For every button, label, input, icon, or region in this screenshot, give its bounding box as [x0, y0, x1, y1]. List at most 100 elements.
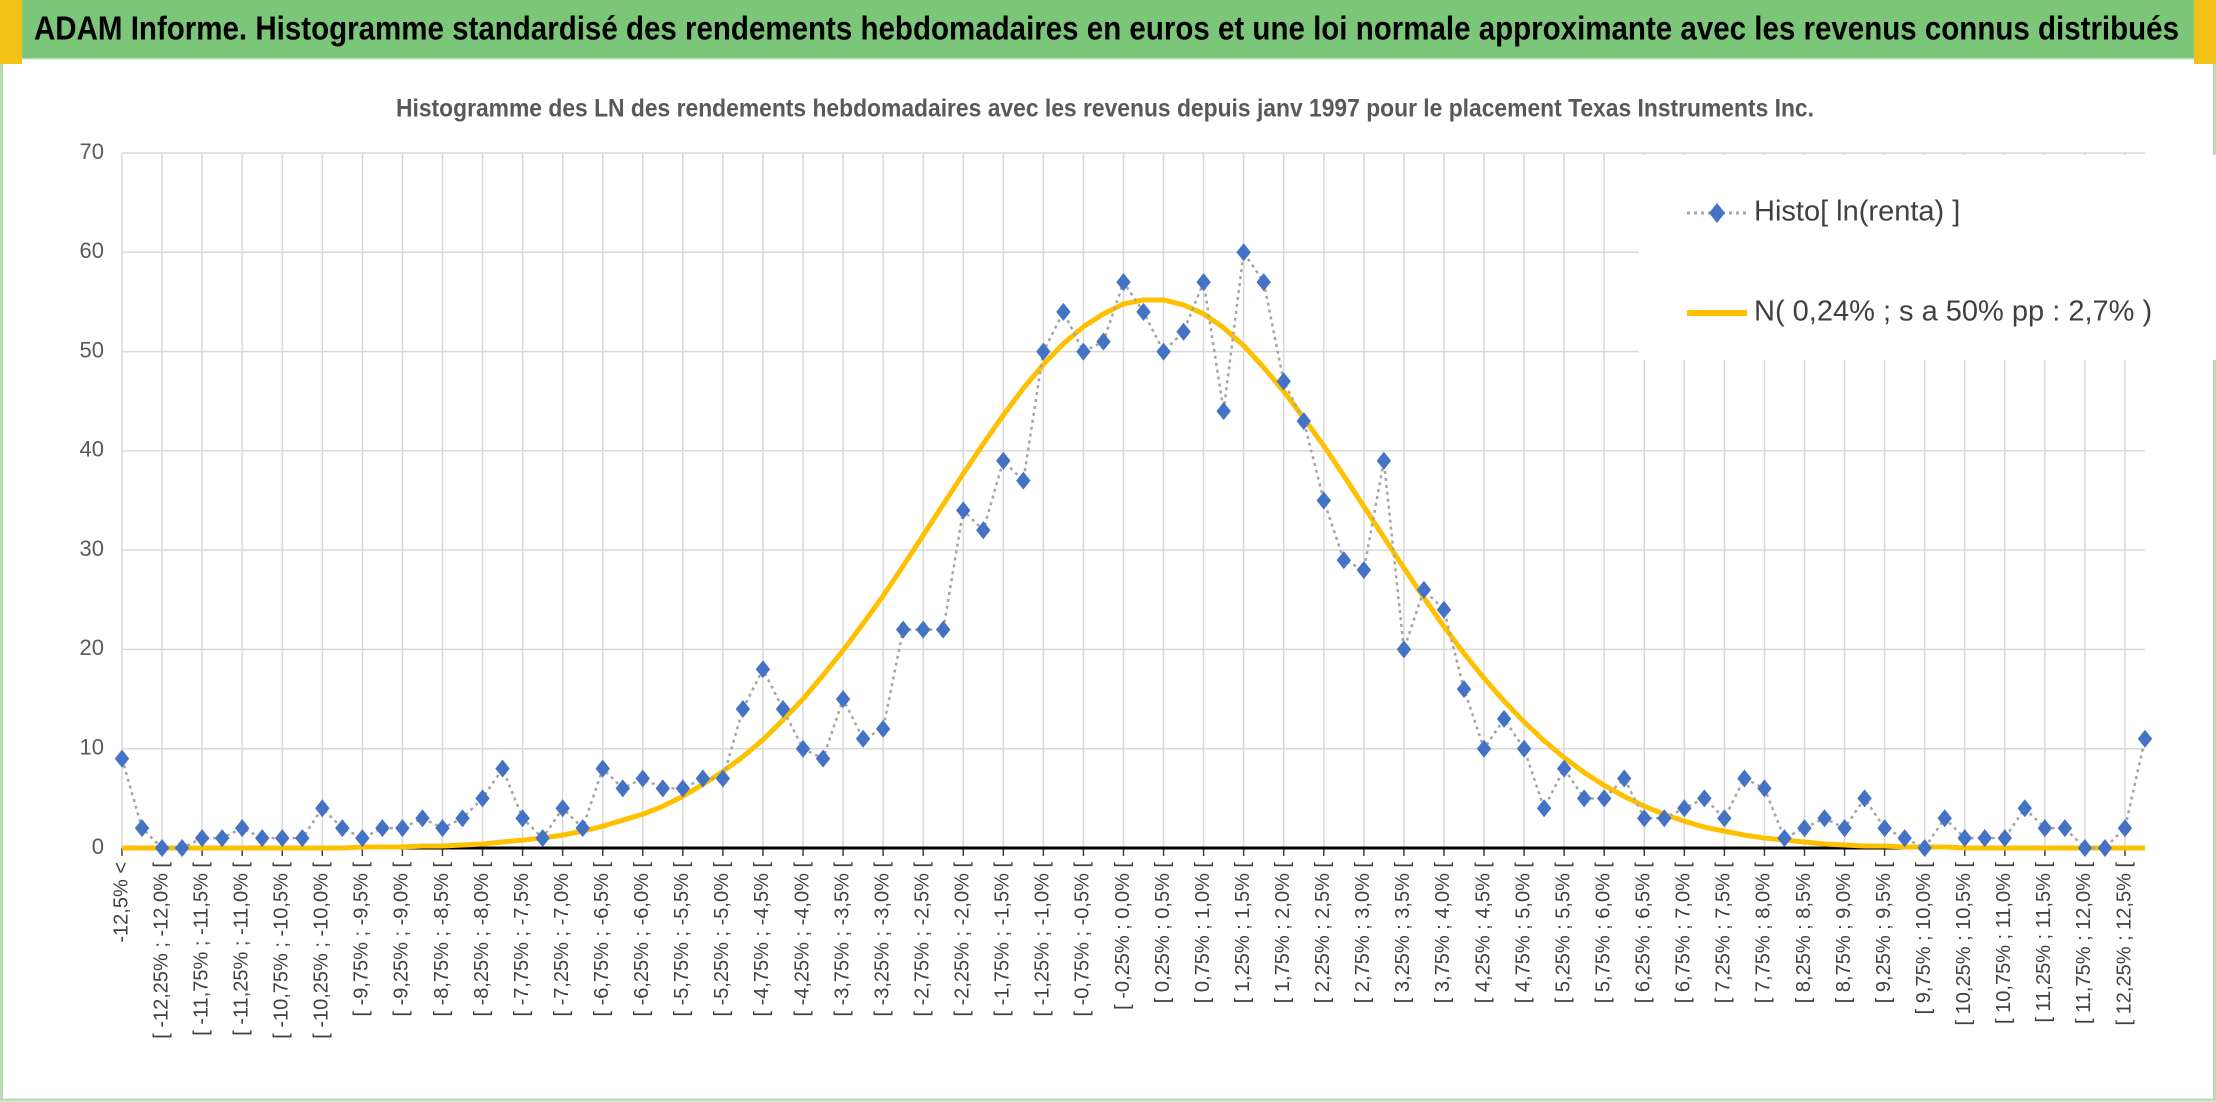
x-tick-label: [ 1,25% ; 1,5% [ [1232, 862, 1254, 1004]
data-point [815, 749, 831, 768]
data-point [1036, 342, 1051, 361]
data-point [1897, 829, 1912, 848]
data-point [1797, 819, 1812, 838]
y-tick-label: 10 [80, 735, 104, 760]
data-point [1977, 829, 1992, 848]
data-point [1276, 372, 1291, 391]
y-tick-label: 70 [80, 139, 104, 164]
x-tick-label: [ 9,75% ; 10,0% [ [1913, 862, 1935, 1015]
x-tick-label: [ 7,75% ; 8,0% [ [1753, 862, 1775, 1004]
data-point [2097, 839, 2113, 857]
x-tick-label: [ -7,75% ; -7,5% [ [511, 862, 533, 1017]
x-tick-label: [ -2,75% ; -2,5% [ [911, 862, 933, 1017]
legend-marker [1709, 203, 1725, 223]
data-point [2077, 839, 2093, 857]
data-point [1096, 332, 1111, 351]
data-point [775, 700, 791, 718]
x-tick-label: [ 12,25% ; 12,5% [ [2113, 862, 2135, 1026]
corner-right [2194, 0, 2216, 64]
data-point [214, 829, 230, 848]
data-point [655, 779, 671, 798]
data-point [295, 829, 310, 848]
x-tick-label: [ 8,25% ; 8,5% [ [1793, 862, 1815, 1004]
data-point [795, 739, 811, 758]
data-point [435, 819, 450, 838]
data-point [635, 769, 650, 788]
legend-box [1639, 155, 2216, 360]
data-point [1336, 551, 1352, 570]
x-tick-label: [ -7,25% ; -7,0% [ [551, 862, 573, 1017]
series-line [122, 297, 2145, 851]
x-tick-label: [ -3,25% ; -3,0% [ [871, 862, 893, 1017]
x-tick-label: [ -0,75% ; -0,5% [ [1072, 862, 1094, 1017]
data-point [114, 749, 130, 768]
data-point [1757, 779, 1772, 798]
legend-label: Histo[ ln(renta) ] [1754, 196, 1960, 228]
x-tick-label: [ -10,75% ; -10,5% [ [271, 862, 293, 1039]
data-point [575, 819, 590, 838]
x-tick-label: [ -11,25% ; -11,0% [ [230, 862, 252, 1036]
x-tick-label: [ -5,75% ; -5,5% [ [671, 862, 693, 1017]
data-point [234, 819, 250, 838]
data-point [1997, 829, 2012, 848]
x-tick-label: [ -3,75% ; -3,5% [ [831, 862, 853, 1017]
x-tick-label: [ 11,75% ; 12,0% [ [2073, 862, 2095, 1024]
x-tick-label: [ 0,75% ; 1,0% [ [1192, 862, 1214, 1004]
data-point [1837, 819, 1852, 838]
x-tick-label: [ -6,75% ; -6,5% [ [591, 862, 613, 1017]
data-point [1937, 809, 1952, 828]
data-point [555, 799, 570, 818]
x-tick-label: [ 3,75% ; 4,0% [ [1432, 862, 1454, 1004]
x-tick-label: [ 9,25% ; 9,5% [ [1873, 862, 1895, 1004]
data-point [194, 829, 210, 848]
y-tick-label: 0 [92, 834, 104, 859]
data-point [996, 451, 1011, 470]
data-point [475, 789, 490, 808]
data-point [675, 779, 691, 798]
data-point [335, 819, 350, 838]
x-tick-label: [ -6,25% ; -6,0% [ [631, 862, 653, 1017]
data-point [1176, 322, 1191, 341]
data-point [1256, 273, 1271, 292]
data-point [755, 660, 771, 679]
data-point [1717, 809, 1732, 828]
x-tick-label: [ 2,75% ; 3,0% [ [1352, 862, 1374, 1004]
x-tick-label: [ -8,25% ; -8,0% [ [471, 862, 493, 1017]
x-tick-label: [ -11,75% ; -11,5% [ [190, 862, 212, 1036]
data-point [455, 809, 470, 828]
data-point [1737, 769, 1752, 788]
data-point [2137, 729, 2153, 748]
data-point [395, 819, 410, 838]
header-band [0, 0, 2216, 58]
y-tick-label: 50 [80, 337, 104, 362]
data-point [1316, 491, 1331, 510]
data-point [595, 759, 610, 778]
data-point [1356, 561, 1372, 579]
data-point [1296, 412, 1311, 431]
data-point [375, 819, 390, 838]
data-point [956, 501, 971, 520]
x-tick-label: [ 10,25% ; 10,5% [ [1953, 862, 1975, 1026]
data-point [2117, 819, 2133, 838]
x-tick-label: [ -9,75% ; -9,5% [ [351, 862, 373, 1017]
data-point [1516, 739, 1532, 758]
data-point [1376, 451, 1392, 470]
data-point [1857, 789, 1872, 808]
y-tick-label: 60 [80, 238, 104, 263]
data-point [915, 620, 931, 639]
data-point [1076, 342, 1091, 361]
data-point [1456, 680, 1472, 699]
x-tick-label: [ -12,25% ; -12,0% [ [150, 862, 172, 1039]
x-tick-label: [ -1,75% ; -1,5% [ [992, 862, 1014, 1017]
data-point [875, 719, 891, 738]
data-point [1556, 759, 1572, 778]
data-point [1536, 799, 1552, 818]
data-point [1396, 640, 1412, 659]
data-point [495, 759, 510, 778]
corner-left [0, 0, 22, 64]
x-tick-label: [ -9,25% ; -9,0% [ [391, 862, 413, 1017]
data-point [535, 829, 550, 848]
data-point [855, 729, 871, 748]
x-tick-label: [ 0,25% ; 0,5% [ [1152, 862, 1174, 1004]
data-point [1136, 302, 1151, 321]
